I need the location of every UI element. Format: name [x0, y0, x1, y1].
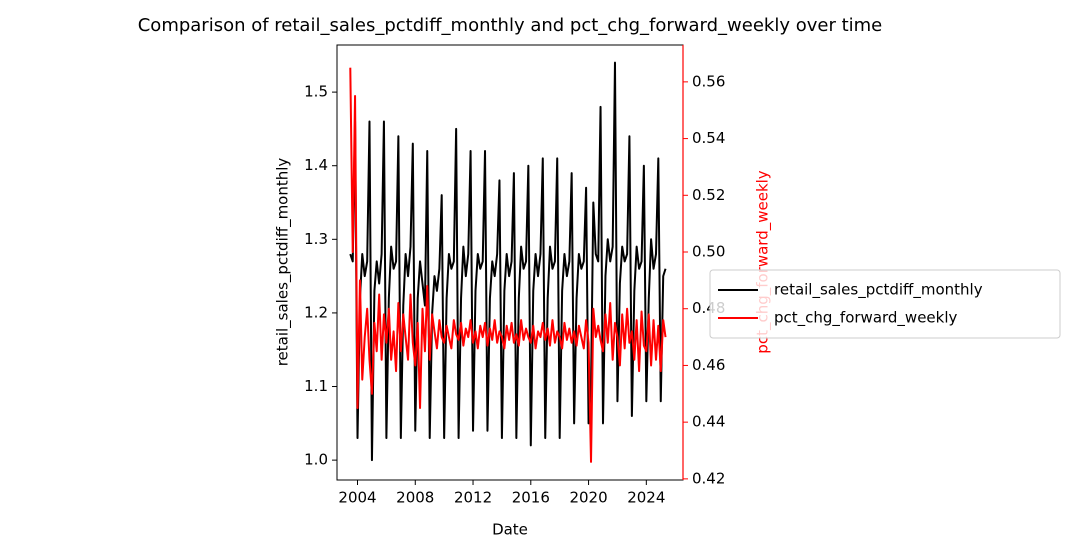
y2-tick-label: 0.50: [692, 243, 725, 261]
y2-tick-label: 0.54: [692, 129, 725, 147]
legend-box: [709, 269, 1061, 339]
series-line: [349, 61, 667, 462]
y-tick-label: 1.3: [304, 230, 328, 248]
y2-tick-label: 0.44: [692, 413, 725, 431]
y-axis-label: retail_sales_pctdiff_monthly: [274, 158, 293, 367]
y2-tick-label: 0.56: [692, 72, 725, 90]
legend-label: retail_sales_pctdiff_monthly: [774, 281, 983, 300]
x-tick-label: 2008: [396, 489, 434, 507]
legend-label: pct_chg_forward_weekly: [774, 309, 958, 328]
y-tick-label: 1.5: [304, 83, 328, 101]
x-tick-label: 2024: [627, 489, 665, 507]
y2-tick-label: 0.52: [692, 186, 725, 204]
y2-tick-label: 0.46: [692, 356, 725, 374]
x-tick-label: 2012: [454, 489, 492, 507]
series-line: [349, 67, 667, 463]
y2-tick-label: 0.42: [692, 469, 725, 487]
y-tick-label: 1.2: [304, 303, 328, 321]
y-tick-label: 1.1: [304, 377, 328, 395]
chart-title: Comparison of retail_sales_pctdiff_month…: [138, 15, 883, 36]
x-tick-label: 2004: [338, 489, 376, 507]
y-tick-label: 1.4: [304, 156, 328, 174]
x-tick-label: 2020: [569, 489, 607, 507]
x-axis-label: Date: [492, 521, 528, 539]
y-tick-label: 1.0: [304, 451, 328, 469]
x-tick-label: 2016: [512, 489, 550, 507]
